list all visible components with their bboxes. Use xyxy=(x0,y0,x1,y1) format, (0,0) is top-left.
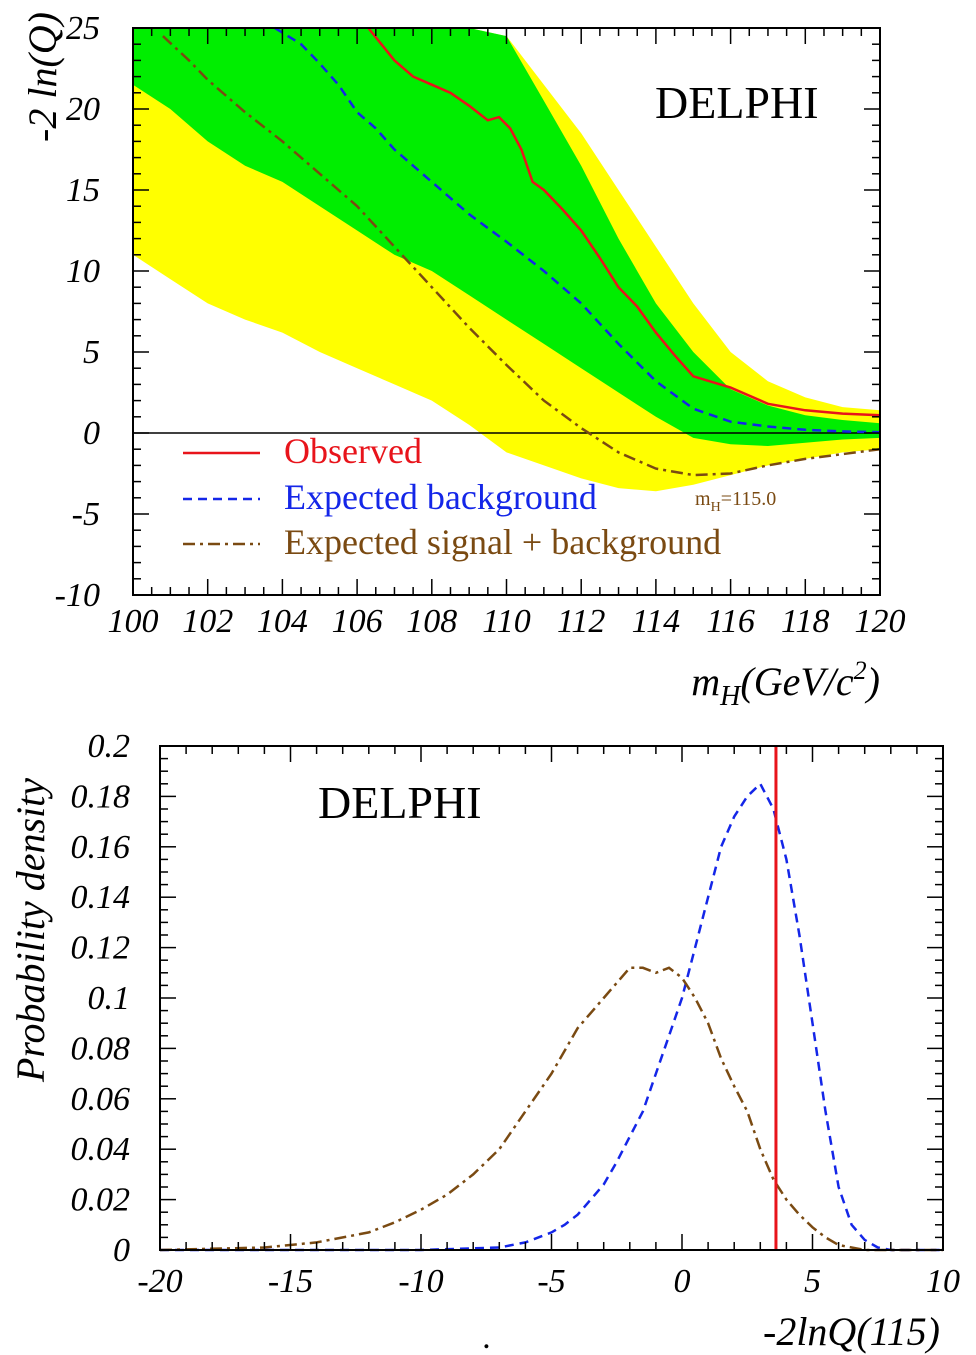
bottom-y-tick-label: 0.12 xyxy=(71,930,131,967)
bottom-x-tick-label: -5 xyxy=(537,1263,565,1300)
bottom-brand-label: DELPHI xyxy=(318,777,482,828)
bottom-x-tick-label: -20 xyxy=(137,1263,182,1300)
top-series xyxy=(162,26,881,477)
bottom-y-tick-label: 0 xyxy=(113,1232,130,1269)
legend-label: Observed xyxy=(284,431,422,471)
bottom-x-tick-label: 0 xyxy=(674,1263,691,1300)
bottom-y-tick-label: 0.04 xyxy=(71,1131,131,1168)
top-x-tick-label: 110 xyxy=(482,603,530,640)
top-x-tick-label: 120 xyxy=(855,603,906,640)
bottom-x-axis-title: -2lnQ(115) xyxy=(763,1309,940,1354)
bottom-y-axis-title: Probability density xyxy=(8,778,53,1083)
top-x-tick-label: 118 xyxy=(781,603,829,640)
bottom-x-tick-label: 10 xyxy=(926,1263,960,1300)
top-y-tick-label: -10 xyxy=(55,577,100,614)
top-x-tick-label: 104 xyxy=(257,603,308,640)
top-y-tick-label: 15 xyxy=(66,172,100,209)
top-ticks xyxy=(132,27,881,596)
top-series-0 xyxy=(367,27,881,417)
bottom-series-1 xyxy=(159,966,943,1252)
top-legend: Observed Expected background Expected sign… xyxy=(183,431,721,562)
bottom-series-0 xyxy=(160,781,943,1252)
bottom-series xyxy=(159,781,943,1252)
bottom-y-tick-label: 0.2 xyxy=(88,728,131,765)
bottom-plot-frame xyxy=(159,745,944,1251)
top-brand-label: DELPHI xyxy=(655,77,819,128)
top-annotation: mH=115.0 xyxy=(695,488,776,515)
bottom-y-tick-label: 0.06 xyxy=(71,1081,131,1118)
legend-label: Expected background xyxy=(284,477,597,517)
bottom-y-tick-label: 0.16 xyxy=(71,829,131,866)
bottom-y-tick-label: 0.02 xyxy=(71,1182,131,1219)
top-series-2 xyxy=(162,35,881,477)
top-tick-labels: 100 102 104 106 108 110 112 114 116 118 120 -10 -5 0 5… xyxy=(55,10,906,640)
top-series-1 xyxy=(274,26,881,434)
bottom-chart: -20 -15 -10 -5 0 5 10 0 0.02 0.04 0.06 0.08 0.1 0.12 0… xyxy=(8,728,960,1355)
top-x-axis-title: mH(GeV/c2) xyxy=(691,656,880,712)
bottom-footnote: . xyxy=(483,1319,492,1355)
bottom-y-tick-label: 0.08 xyxy=(71,1030,131,1067)
top-y-tick-label: -5 xyxy=(72,496,100,533)
top-chart: 100 102 104 106 108 110 112 114 116 118 120 -10 -5 0 5… xyxy=(20,10,906,712)
bottom-tick-labels: -20 -15 -10 -5 0 5 10 0 0.02 0.04 0.06 0.08 0.1 0.12 0… xyxy=(71,728,961,1300)
top-y-axis-title: -2 ln(Q) xyxy=(20,12,65,142)
top-x-tick-label: 116 xyxy=(706,603,754,640)
bottom-y-tick-label: 0.1 xyxy=(88,980,131,1017)
top-x-tick-label: 100 xyxy=(108,603,159,640)
bottom-y-tick-label: 0.18 xyxy=(71,778,131,815)
top-x-tick-label: 102 xyxy=(182,603,233,640)
bottom-x-tick-label: -10 xyxy=(398,1263,443,1300)
top-y-tick-label: 25 xyxy=(66,10,100,47)
bottom-ticks xyxy=(159,745,944,1251)
top-x-tick-label: 108 xyxy=(406,603,457,640)
top-x-tick-label: 114 xyxy=(632,603,680,640)
band-one-sigma xyxy=(133,28,880,446)
top-y-tick-label: 10 xyxy=(66,253,100,290)
top-y-tick-label: 0 xyxy=(83,415,100,452)
top-y-tick-label: 5 xyxy=(83,334,100,371)
top-y-tick-label: 20 xyxy=(66,91,100,128)
bottom-x-tick-label: -15 xyxy=(268,1263,313,1300)
top-x-tick-label: 106 xyxy=(332,603,383,640)
bottom-x-tick-label: 5 xyxy=(804,1263,821,1300)
bottom-y-tick-label: 0.14 xyxy=(71,879,131,916)
top-x-tick-label: 112 xyxy=(557,603,605,640)
legend-label: Expected signal + background xyxy=(284,522,721,562)
